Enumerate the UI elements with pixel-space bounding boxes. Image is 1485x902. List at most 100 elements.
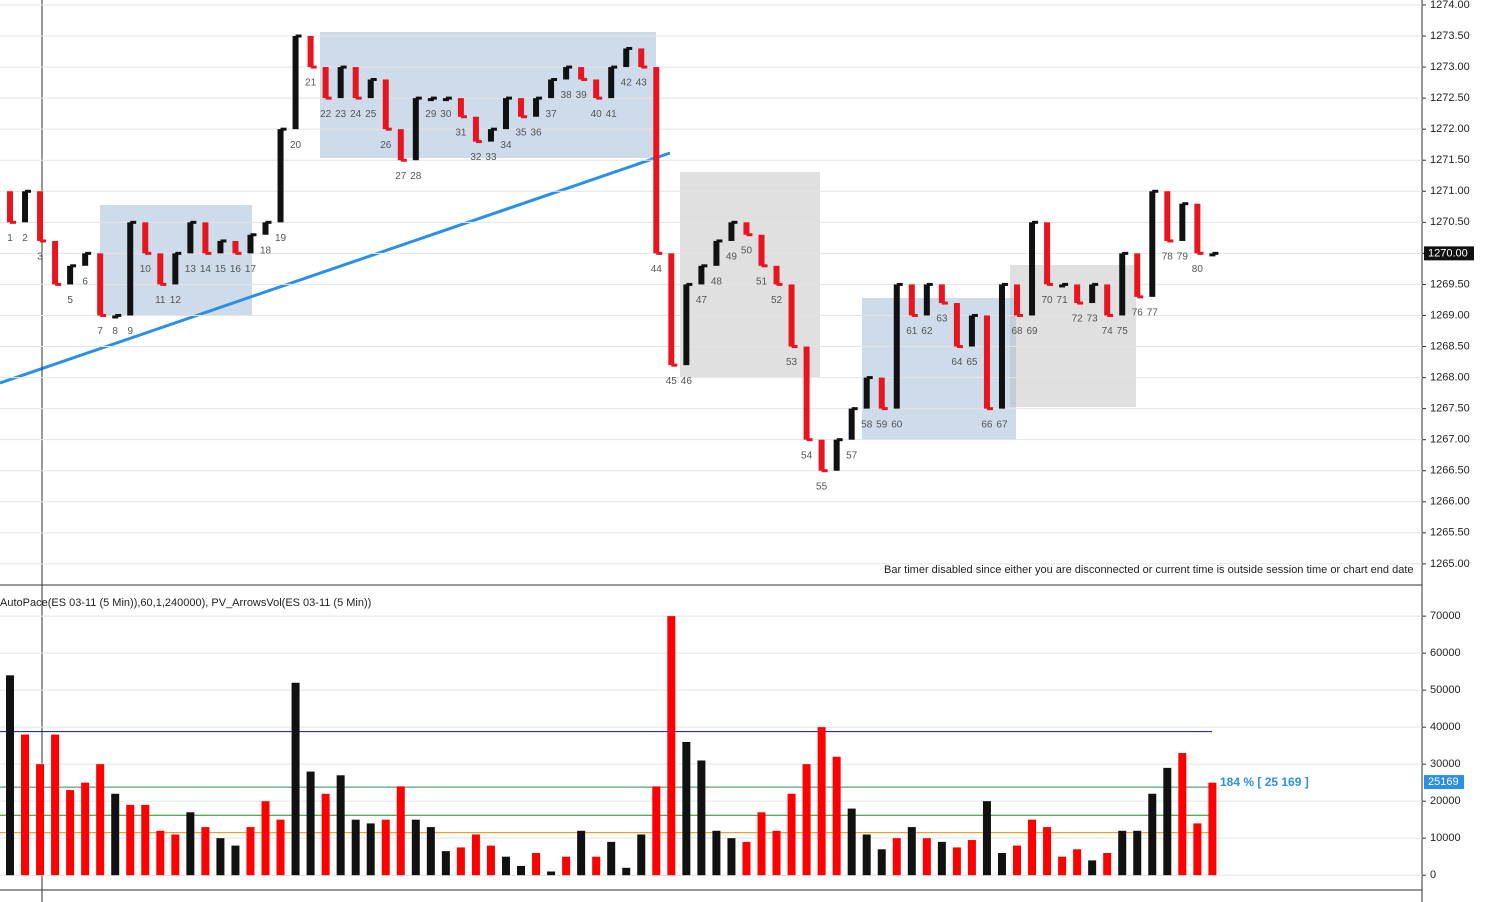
y-tick-label: 1267.50 [1430,403,1470,415]
price-bar [352,67,359,99]
price-bar [623,48,630,68]
bar-number: 26 [380,140,392,151]
bar-number: 28 [410,171,422,182]
y-tick-label: 1269.00 [1430,309,1470,321]
price-bar [232,240,239,254]
bar-number: 48 [711,276,723,287]
bar-number: 32 [470,152,482,163]
bar-number: 45 [666,376,678,387]
bar-number: 31 [455,127,467,138]
bar-number: 53 [786,357,798,368]
bar-number: 63 [936,314,948,325]
volume-bar [1103,852,1112,876]
price-bar [502,98,509,130]
bar-number: 58 [861,419,873,430]
bar-number: 10 [140,264,152,275]
volume-bar [787,793,796,876]
price-bar [1104,284,1111,316]
bar-number: 66 [981,419,993,430]
bar-number: 75 [1117,326,1129,337]
bar-number: 11 [155,295,166,306]
price-bar [1014,284,1021,316]
price-bar [172,253,179,285]
volume-bar [156,830,165,876]
price-bar [923,284,930,316]
price-bar [983,315,990,409]
price-bar [593,79,600,99]
bar-number: 61 [906,326,918,337]
y-tick-label: 60000 [1430,647,1461,659]
price-bar [998,284,1005,409]
volume-bar [622,867,631,876]
volume-bar [411,819,420,876]
volume-bar [321,793,330,876]
volume-bar [607,841,616,876]
price-bar [97,253,104,316]
price-bar [322,67,329,99]
volume-bar [517,865,526,876]
bar-number: 74 [1102,326,1114,337]
price-bar [412,98,419,161]
volume-bar [366,823,375,876]
bar-number: 42 [621,78,633,89]
price-bar [67,265,74,285]
volume-bar [727,838,736,876]
bar-number: 20 [290,140,302,151]
volume-bar [486,845,495,876]
bar-number: 25 [365,109,377,120]
price-bar [367,79,374,99]
price-bar [968,315,975,347]
bar-number: 67 [996,419,1008,430]
y-tick-label: 10000 [1430,832,1461,844]
price-bar [22,191,29,223]
volume-bar [276,819,285,876]
bar-number: 38 [561,90,573,101]
volume-bar [111,793,120,876]
price-bar [307,36,314,68]
volume-bar [441,851,450,876]
price-bar [773,265,780,285]
bar-number: 6 [82,276,88,287]
bar-number: 72 [1072,314,1084,325]
volume-bar [847,808,856,876]
price-bar [382,79,389,130]
volume-bar [1208,782,1217,876]
volume-bar [1073,849,1082,876]
bar-number: 16 [230,264,242,275]
y-tick-label: 1265.50 [1430,527,1470,539]
price-bar [578,67,585,80]
volume-bar [36,764,45,876]
volume-bar [141,804,150,876]
volume-bar [952,847,961,876]
y-tick-label: 40000 [1430,721,1461,733]
y-tick-label: 70000 [1430,610,1461,622]
bar-number: 51 [756,276,768,287]
volume-bar [96,764,105,876]
volume-bar [396,786,405,876]
price-bar [217,240,224,254]
volume-bar [817,727,826,876]
y-tick-label: 1267.00 [1430,434,1470,446]
price-bar [803,346,810,440]
volume-bar [1088,860,1097,876]
bar-number: 34 [500,140,512,151]
volume-bar [336,775,345,876]
volume-bar [201,827,210,876]
price-bar [833,439,840,471]
volume-bar [501,856,510,876]
bar-number: 57 [846,450,858,461]
bar-number: 13 [185,264,197,275]
volume-bar [456,847,465,876]
price-bar [1119,253,1126,316]
price-bar [277,129,284,223]
volume-bar [1013,845,1022,876]
y-tick-label: 1270.50 [1430,216,1470,228]
volume-bar [246,827,255,876]
price-bar [683,284,690,366]
bar-number: 36 [530,127,542,138]
volume-bar [426,827,435,876]
price-bar [7,191,13,223]
price-bar [247,234,254,254]
volume-bar [667,616,676,876]
y-tick-label: 1273.00 [1430,61,1470,73]
